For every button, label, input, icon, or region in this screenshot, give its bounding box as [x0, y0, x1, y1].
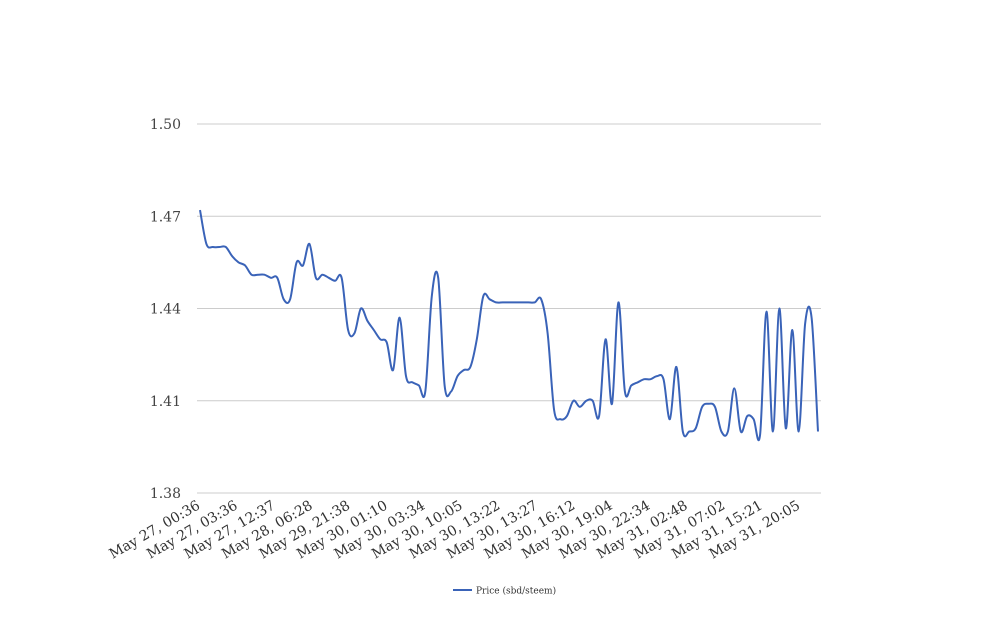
- y-tick-label: 1.41: [150, 394, 181, 410]
- legend-label: Price (sbd/steem): [476, 586, 556, 597]
- y-tick-label: 1.38: [150, 486, 181, 502]
- series-line-0: [199, 209, 819, 442]
- legend[interactable]: Price (sbd/steem): [453, 586, 556, 597]
- y-tick-label: 1.47: [150, 209, 181, 225]
- y-tick-label: 1.50: [150, 117, 181, 133]
- series-layer: [199, 209, 819, 442]
- gridlines: [197, 123, 821, 494]
- y-tick-label: 1.44: [150, 302, 181, 318]
- y-axis-ticks: 1.50 1.47 1.44 1.41 1.38: [150, 117, 181, 502]
